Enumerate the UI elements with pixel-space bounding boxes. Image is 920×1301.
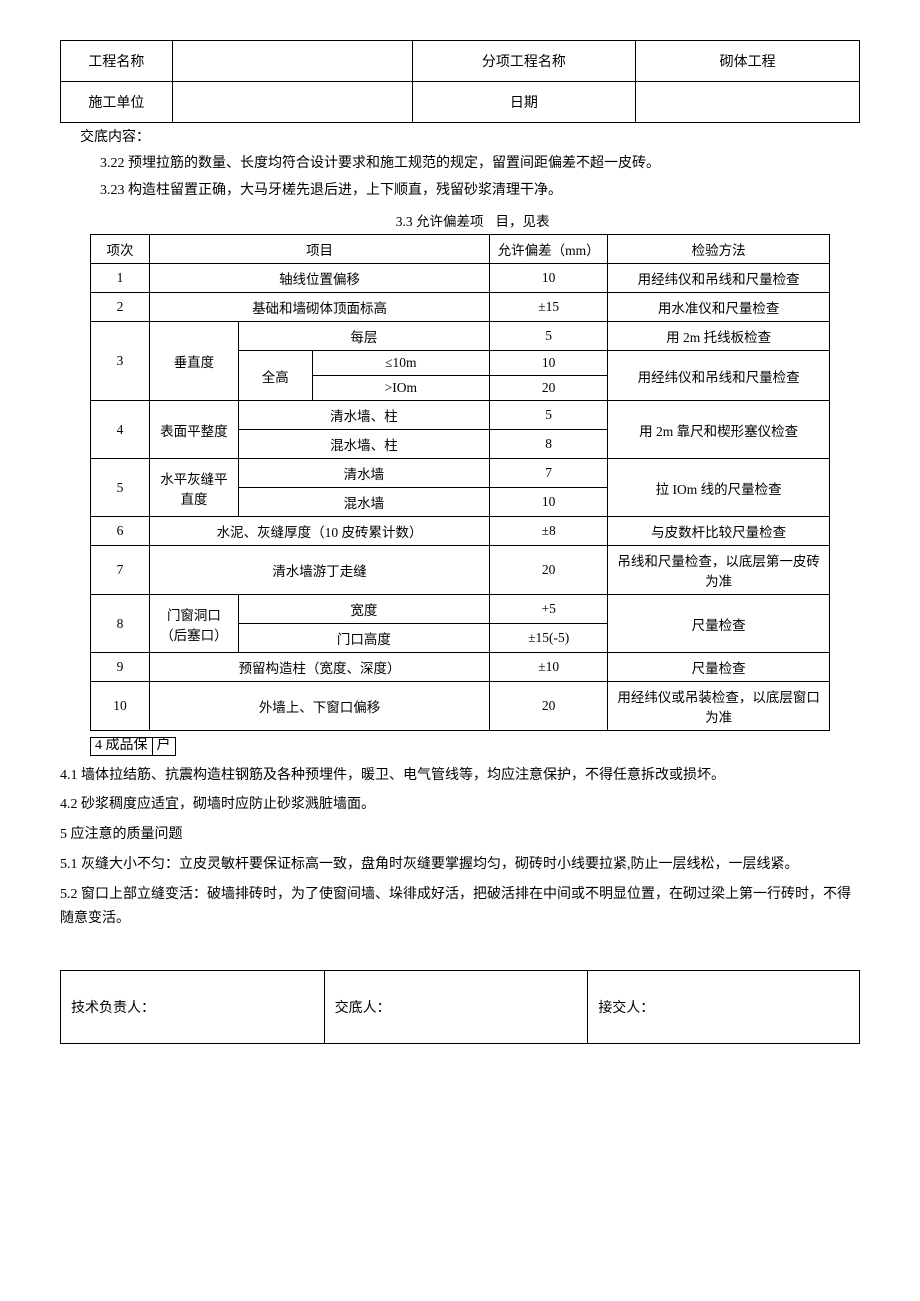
table-row: 10 外墙上、下窗口偏移 20 用经纬仪或吊装检查，以底层窗口为准 <box>91 682 830 731</box>
section-5-title: 5 应注意的质量问题 <box>60 823 860 847</box>
project-name-value <box>172 41 412 82</box>
tol-h-method: 检验方法 <box>608 235 830 264</box>
table-row: 1 轴线位置偏移 10 用经纬仪和吊线和尺量检查 <box>91 264 830 293</box>
tol-h-dev: 允许偏差（mm） <box>490 235 608 264</box>
table-row: 3 垂直度 每层 5 用 2m 托线板检查 <box>91 322 830 351</box>
table-row: 8 门窗洞口（后塞口） 宽度 +5 尺量检查 <box>91 595 830 624</box>
table-row: 7 清水墙游丁走缝 20 吊线和尺量检查，以底层第一皮砖为准 <box>91 546 830 595</box>
s4-pre: 4 成品保 <box>90 737 153 756</box>
intro-line2: 3.23 构造柱留置正确，大马牙槎先退后进，上下顺直，残留砂浆清理干净。 <box>100 180 860 202</box>
intro-line1: 3.22 预埋拉筋的数量、长度均符合设计要求和施工规范的规定，留置间距偏差不超一… <box>100 153 860 175</box>
subproject-value: 砌体工程 <box>636 41 860 82</box>
table-row: 2 基础和墙砌体顶面标高 ±15 用水准仪和尺量检查 <box>91 293 830 322</box>
signature-table: 技术负责人： 交底人： 接交人： <box>60 970 860 1044</box>
unit-value <box>172 82 412 123</box>
sig-by: 交底人： <box>324 971 588 1044</box>
tol-h-item: 项目 <box>150 235 490 264</box>
table-row: 4 表面平整度 清水墙、柱 5 用 2m 靠尺和楔形塞仪检查 <box>91 401 830 430</box>
s4-box: 户 <box>153 737 176 756</box>
tol-caption-right: 目，见表 <box>490 206 830 235</box>
para-41: 4.1 墙体拉结筋、抗震构造柱钢筋及各种预埋件，暖卫、电气管线等，均应注意保护，… <box>60 764 860 788</box>
para-42: 4.2 砂浆稠度应适宜，砌墙时应防止砂浆溅脏墙面。 <box>60 793 860 817</box>
para-52: 5.2 窗口上部立缝变活：破墙排砖时，为了使窗间墙、垛徘成好活，把破活排在中间或… <box>60 883 860 931</box>
project-name-label: 工程名称 <box>61 41 173 82</box>
sig-recv: 接交人： <box>588 971 860 1044</box>
table-row: 9 预留构造柱（宽度、深度） ±10 尺量检查 <box>91 653 830 682</box>
date-value <box>636 82 860 123</box>
unit-label: 施工单位 <box>61 82 173 123</box>
section-4-title: 4 成品保户 <box>90 735 860 757</box>
table-row: 6 水泥、灰缝厚度（10 皮砖累计数） ±8 与皮数杆比较尺量检查 <box>91 517 830 546</box>
para-51: 5.1 灰缝大小不匀：立皮灵敏杆要保证标高一致，盘角时灰缝要掌握均匀，砌砖时小线… <box>60 853 860 877</box>
intro-title: 交底内容： <box>80 127 860 149</box>
date-label: 日期 <box>412 82 636 123</box>
sig-tech: 技术负责人： <box>61 971 325 1044</box>
table-row: 5 水平灰缝平直度 清水墙 7 拉 IOm 线的尺量检查 <box>91 459 830 488</box>
header-table: 工程名称 分项工程名称 砌体工程 施工单位 日期 <box>60 40 860 123</box>
tolerance-table: 3.3 允许偏差项 目，见表 项次 项目 允许偏差（mm） 检验方法 1 轴线位… <box>90 206 830 731</box>
tol-caption-left: 3.3 允许偏差项 <box>91 206 490 235</box>
subproject-label: 分项工程名称 <box>412 41 636 82</box>
tol-h-no: 项次 <box>91 235 150 264</box>
